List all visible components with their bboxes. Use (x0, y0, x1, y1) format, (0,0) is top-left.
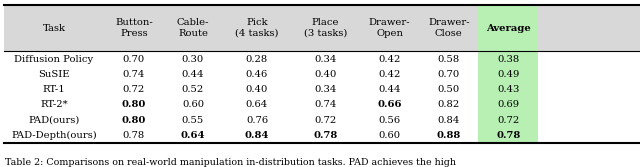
Text: 0.72: 0.72 (123, 85, 145, 94)
FancyBboxPatch shape (478, 51, 538, 67)
FancyBboxPatch shape (478, 67, 538, 82)
Text: RT-1: RT-1 (43, 85, 65, 94)
Text: 0.49: 0.49 (497, 70, 520, 79)
FancyBboxPatch shape (478, 112, 538, 128)
Text: 0.74: 0.74 (314, 100, 337, 109)
Text: 0.50: 0.50 (438, 85, 460, 94)
Text: 0.55: 0.55 (182, 116, 204, 125)
Text: 0.74: 0.74 (123, 70, 145, 79)
Text: 0.66: 0.66 (378, 100, 402, 109)
Text: 0.72: 0.72 (497, 116, 520, 125)
Text: 0.28: 0.28 (246, 54, 268, 63)
Text: Pick
(4 tasks): Pick (4 tasks) (235, 18, 278, 38)
Text: 0.78: 0.78 (123, 131, 145, 140)
Text: 0.34: 0.34 (314, 85, 337, 94)
FancyBboxPatch shape (478, 128, 538, 143)
Text: PAD-Depth(ours): PAD-Depth(ours) (11, 131, 97, 140)
Text: Drawer-
Close: Drawer- Close (428, 18, 470, 38)
Text: Average: Average (486, 24, 531, 33)
Text: 0.84: 0.84 (438, 116, 460, 125)
Text: 0.40: 0.40 (314, 70, 337, 79)
Text: 0.78: 0.78 (314, 131, 338, 140)
Text: 0.70: 0.70 (123, 54, 145, 63)
FancyBboxPatch shape (478, 82, 538, 97)
Text: 0.52: 0.52 (182, 85, 204, 94)
Text: 0.30: 0.30 (182, 54, 204, 63)
Text: 0.60: 0.60 (378, 131, 401, 140)
FancyBboxPatch shape (478, 97, 538, 112)
Text: 0.58: 0.58 (438, 54, 460, 63)
Text: 0.78: 0.78 (496, 131, 520, 140)
Text: Cable-
Route: Cable- Route (177, 18, 209, 38)
Text: 0.46: 0.46 (246, 70, 268, 79)
Text: 0.44: 0.44 (182, 70, 204, 79)
Text: 0.43: 0.43 (497, 85, 520, 94)
Text: 0.88: 0.88 (436, 131, 461, 140)
Text: Button-
Press: Button- Press (115, 18, 153, 38)
Text: 0.42: 0.42 (378, 70, 401, 79)
Text: 0.80: 0.80 (122, 100, 146, 109)
Text: 0.38: 0.38 (497, 54, 520, 63)
Text: RT-2*: RT-2* (40, 100, 68, 109)
FancyBboxPatch shape (4, 5, 640, 51)
Text: 0.34: 0.34 (314, 54, 337, 63)
Text: 0.64: 0.64 (246, 100, 268, 109)
FancyBboxPatch shape (478, 5, 538, 51)
Text: 0.64: 0.64 (180, 131, 205, 140)
Text: 0.44: 0.44 (378, 85, 401, 94)
Text: Place
(3 tasks): Place (3 tasks) (304, 18, 348, 38)
Text: PAD(ours): PAD(ours) (28, 116, 79, 125)
Text: SuSIE: SuSIE (38, 70, 70, 79)
Text: 0.42: 0.42 (378, 54, 401, 63)
Text: Drawer-
Open: Drawer- Open (369, 18, 410, 38)
Text: 0.56: 0.56 (378, 116, 401, 125)
Text: 0.72: 0.72 (314, 116, 337, 125)
Text: Table 2: Comparisons on real-world manipulation in-distribution tasks. PAD achie: Table 2: Comparisons on real-world manip… (5, 158, 456, 167)
Text: 0.76: 0.76 (246, 116, 268, 125)
Text: 0.69: 0.69 (497, 100, 519, 109)
Text: 0.60: 0.60 (182, 100, 204, 109)
Text: 0.82: 0.82 (438, 100, 460, 109)
Text: Diffusion Policy: Diffusion Policy (14, 54, 93, 63)
Text: 0.84: 0.84 (244, 131, 269, 140)
Text: 0.70: 0.70 (438, 70, 460, 79)
Text: Task: Task (42, 24, 65, 33)
Text: 0.80: 0.80 (122, 116, 146, 125)
Text: 0.40: 0.40 (246, 85, 268, 94)
